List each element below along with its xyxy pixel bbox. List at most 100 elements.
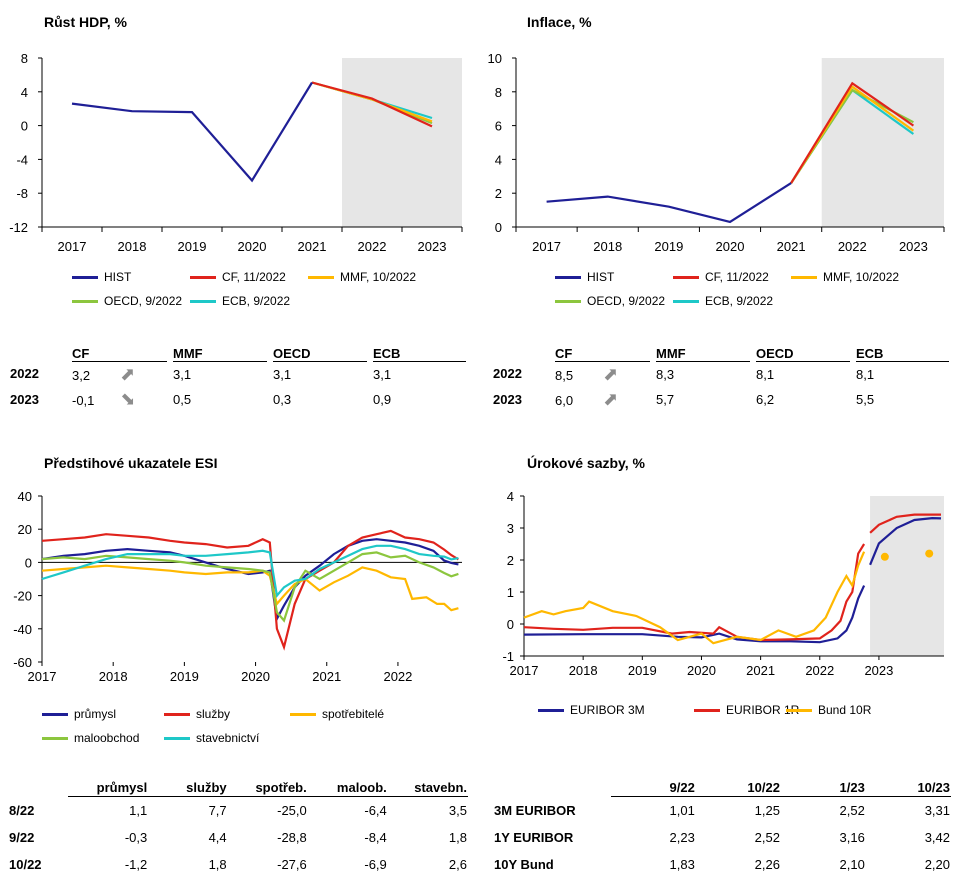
cell: 3,31 bbox=[924, 803, 950, 818]
x-tick-label: 2018 bbox=[569, 663, 598, 678]
cell-ecb: 8,1 bbox=[856, 366, 875, 382]
y-tick-label: 0 bbox=[507, 617, 514, 632]
col-maloob: maloob. bbox=[307, 772, 388, 797]
legend-label-cf: CF, 11/2022 bbox=[222, 270, 286, 284]
legend-item-spotrebitele: spotřebitelé bbox=[290, 707, 384, 721]
legend-item-ecb: ECB, 9/2022 bbox=[190, 294, 290, 308]
legend-label-hist: HIST bbox=[104, 270, 132, 284]
x-tick-label: 2019 bbox=[170, 669, 199, 684]
legend-item-oecd: OECD, 9/2022 bbox=[555, 294, 665, 308]
legend-label-ecb: ECB, 9/2022 bbox=[222, 294, 291, 308]
cell: -8,4 bbox=[364, 830, 387, 845]
cell-mmf: 5,7 bbox=[656, 391, 675, 407]
y-tick-label: 20 bbox=[18, 522, 32, 537]
y-tick-label: -20 bbox=[13, 589, 32, 604]
y-tick-label: 1 bbox=[507, 585, 514, 600]
col-oecd: OECD bbox=[756, 336, 850, 362]
cell: 2,52 bbox=[754, 830, 780, 845]
forecast-shade bbox=[342, 58, 462, 227]
x-tick-label: 2020 bbox=[687, 663, 716, 678]
legend-swatch-prumysl bbox=[42, 713, 68, 717]
gdp-title: Růst HDP, % bbox=[44, 14, 127, 30]
cell: 1,8 bbox=[208, 857, 227, 872]
cell: 3,16 bbox=[839, 830, 865, 845]
series-line bbox=[523, 585, 866, 644]
cell-ecb: 0,9 bbox=[373, 391, 392, 407]
y-tick-label: 4 bbox=[495, 152, 502, 167]
x-tick-label: 2020 bbox=[716, 239, 745, 254]
series-line-hist bbox=[546, 182, 792, 224]
series-line bbox=[523, 551, 866, 645]
cell-mmf: 8,3 bbox=[656, 366, 675, 382]
y-tick-label: 4 bbox=[21, 85, 28, 100]
bund-forecast-dot bbox=[880, 552, 889, 561]
inflation-legend: HIST CF, 11/2022 MMF, 10/2022 OECD, 9/20… bbox=[555, 270, 975, 310]
y-tick-label: 2 bbox=[495, 186, 502, 201]
col-prumysl: průmysl bbox=[68, 772, 149, 797]
cell-cf: 6,0 bbox=[555, 392, 574, 408]
cell: 1,01 bbox=[669, 803, 695, 818]
x-tick-label: 2022 bbox=[383, 669, 412, 684]
trend-up-icon: ⬈ bbox=[603, 388, 619, 409]
cell: 1,1 bbox=[129, 803, 148, 818]
col-cf: CF bbox=[555, 336, 650, 362]
cell: 7,7 bbox=[208, 803, 227, 818]
x-tick-label: 2023 bbox=[899, 239, 928, 254]
series-line-cf bbox=[790, 81, 915, 184]
legend-swatch-stavebnictvi bbox=[164, 737, 190, 741]
col-10-22: 10/22 bbox=[695, 772, 781, 797]
row-label-2023: 2023 bbox=[493, 391, 522, 407]
rates-legend: EURIBOR 3M EURIBOR 1R Bund 10R bbox=[538, 703, 958, 723]
legend-item-euribor1r: EURIBOR 1R bbox=[694, 703, 799, 717]
series-line bbox=[41, 551, 459, 623]
forecast-shade bbox=[821, 58, 944, 227]
cell: -6,9 bbox=[364, 857, 387, 872]
legend-swatch-ecb bbox=[190, 300, 216, 304]
cell-cf: -0,1 bbox=[72, 392, 95, 408]
legend-swatch-cf bbox=[673, 276, 699, 280]
legend-item-mmf: MMF, 10/2022 bbox=[791, 270, 899, 284]
cell: 2,6 bbox=[448, 857, 467, 872]
cell: 2,52 bbox=[839, 803, 865, 818]
row-label: 10Y Bund bbox=[494, 857, 554, 872]
legend-item-prumysl: průmysl bbox=[42, 707, 116, 721]
series-line-cf bbox=[311, 81, 433, 128]
col-9-22: 9/22 bbox=[610, 772, 696, 797]
y-tick-label: 0 bbox=[21, 119, 28, 134]
cell: 1,25 bbox=[754, 803, 780, 818]
cell: -0,3 bbox=[124, 830, 148, 845]
x-tick-label: 2021 bbox=[777, 239, 806, 254]
cell: 3,42 bbox=[924, 830, 950, 845]
legend-label-oecd: OECD, 9/2022 bbox=[104, 294, 183, 308]
x-tick-label: 2023 bbox=[864, 663, 893, 678]
col-1-23: 1/23 bbox=[780, 772, 866, 797]
cell-ecb: 3,1 bbox=[373, 366, 392, 382]
y-tick-label: 3 bbox=[507, 521, 514, 536]
col-sluzby: služby bbox=[148, 772, 228, 797]
col-cf: CF bbox=[72, 336, 167, 362]
row-label: 1Y EURIBOR bbox=[494, 830, 574, 845]
cell: 2,26 bbox=[754, 857, 780, 872]
series-line bbox=[523, 543, 866, 642]
trend-up-icon: ⬈ bbox=[603, 363, 619, 384]
row-label-2023: 2023 bbox=[10, 391, 39, 407]
legend-label-euribor1r: EURIBOR 1R bbox=[726, 703, 800, 717]
x-tick-label: 2022 bbox=[358, 239, 387, 254]
legend-swatch-hist bbox=[555, 276, 581, 280]
legend-swatch-mmf bbox=[791, 276, 817, 280]
legend-item-cf: CF, 11/2022 bbox=[190, 270, 286, 284]
x-tick-label: 2019 bbox=[654, 239, 683, 254]
legend-label-euribor3m: EURIBOR 3M bbox=[570, 703, 645, 717]
cell: 4,4 bbox=[208, 830, 227, 845]
cell-oecd: 8,1 bbox=[756, 366, 775, 382]
legend-label-cf: CF, 11/2022 bbox=[705, 270, 769, 284]
x-tick-label: 2023 bbox=[418, 239, 447, 254]
cell: 1,8 bbox=[448, 830, 467, 845]
legend-swatch-cf bbox=[190, 276, 216, 280]
y-tick-label: 10 bbox=[488, 51, 502, 66]
series-line bbox=[41, 538, 459, 623]
x-tick-label: 2022 bbox=[805, 663, 834, 678]
y-tick-label: -8 bbox=[16, 186, 28, 201]
